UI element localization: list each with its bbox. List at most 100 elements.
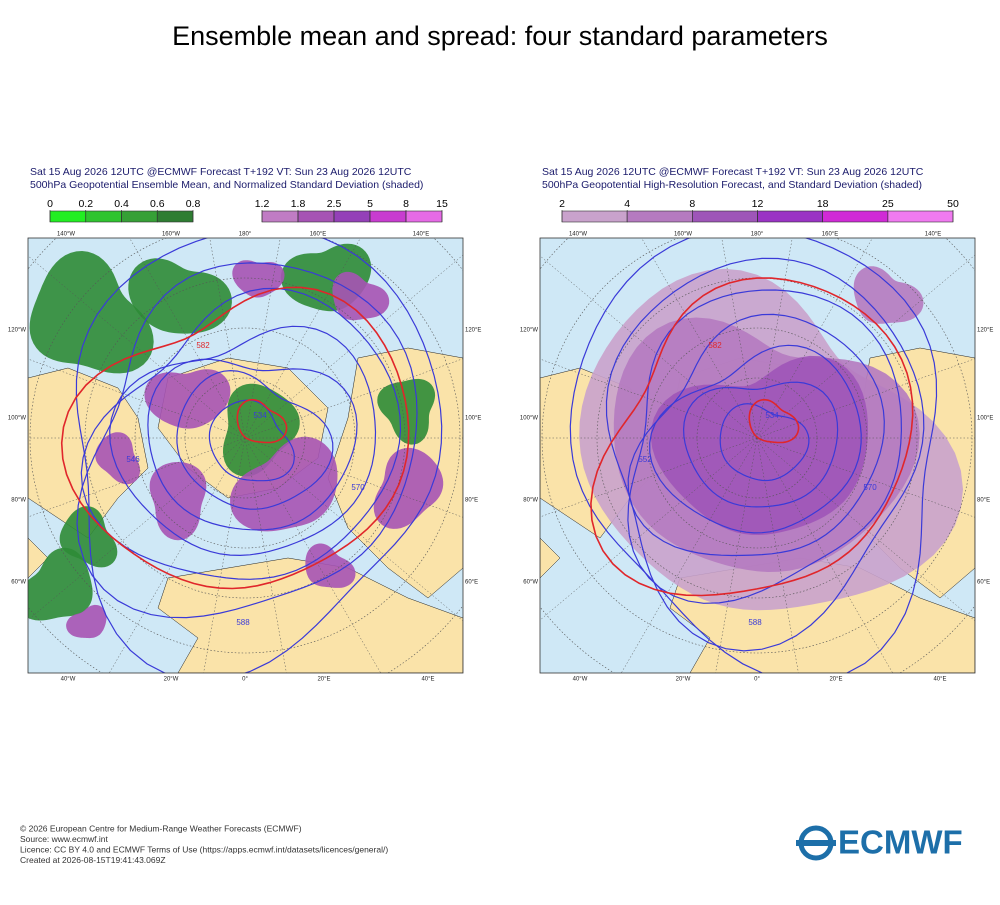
colorbar-segment	[261, 210, 299, 223]
border-label: 40°E	[421, 677, 434, 683]
footer-line: Created at 2026-08-15T19:41:43.069Z	[20, 855, 166, 865]
shading	[95, 432, 141, 485]
contour-red	[590, 277, 914, 597]
contour-label: 588	[236, 618, 250, 627]
footer-line: Licence: CC BY 4.0 and ECMWF Terms of Us…	[20, 844, 388, 854]
panel-header: Sat 15 Aug 2026 12UTC @ECMWF Forecast T+…	[30, 166, 412, 178]
longitude-line	[540, 358, 758, 439]
shading	[373, 447, 444, 529]
colorbar-segment	[561, 210, 628, 223]
longitude-line	[109, 437, 246, 673]
colorbar-label: 25	[882, 198, 894, 210]
contour-label: 582	[196, 341, 210, 350]
shading	[144, 369, 231, 429]
colorbar-segment	[297, 210, 335, 223]
contour	[719, 403, 810, 482]
shading	[230, 436, 338, 532]
shading	[29, 251, 154, 374]
contour	[627, 313, 885, 557]
colorbar-label: 4	[624, 198, 630, 210]
colorbar-segment	[405, 210, 443, 223]
panel-header: Sat 15 Aug 2026 12UTC @ECMWF Forecast T+…	[542, 166, 924, 178]
border-label: 160°E	[310, 232, 326, 238]
longitude-line	[756, 437, 799, 673]
colorbar-label: 2.5	[327, 198, 342, 210]
longitude-line	[756, 437, 893, 673]
border-label: 60°W	[11, 580, 26, 586]
shading	[28, 547, 93, 621]
page-title: Ensemble mean and spread: four standard …	[172, 21, 828, 51]
border-label: 100°E	[977, 416, 993, 422]
map-frame	[539, 237, 976, 674]
contour	[569, 238, 938, 673]
longitude-line	[621, 437, 758, 673]
contour-label: 552	[638, 455, 652, 464]
longitude-line	[244, 254, 463, 439]
panel-header: 500hPa Geopotential Ensemble Mean, and N…	[30, 179, 423, 191]
land	[28, 537, 49, 579]
shading	[650, 355, 868, 535]
contour-label: 582	[708, 341, 722, 350]
longitude-line	[756, 254, 975, 439]
colorbar-segment	[156, 210, 194, 223]
colorbar-label: 0.8	[186, 198, 201, 210]
colorbar-label: 0.6	[150, 198, 165, 210]
longitude-line	[28, 255, 246, 439]
longitude-line	[244, 358, 463, 439]
colorbar-label: 8	[403, 198, 409, 210]
longitude-line	[540, 255, 758, 439]
longitude-line	[756, 437, 975, 518]
border-label: 120°W	[520, 328, 538, 334]
border-label: 140°W	[57, 232, 75, 238]
border-label: 140°E	[925, 232, 941, 238]
border-label: 60°W	[523, 580, 538, 586]
longitude-line	[540, 437, 758, 621]
border-label: 0°	[242, 677, 248, 683]
contour-label: 570	[351, 483, 365, 492]
contour	[649, 344, 862, 534]
colorbar-segment	[369, 210, 407, 223]
colorbar-segment	[887, 210, 954, 223]
border-label: 100°E	[465, 416, 481, 422]
border-label: 20°W	[164, 677, 179, 683]
border-label: 120°W	[8, 328, 26, 334]
land	[157, 557, 463, 673]
border-label: 120°E	[977, 328, 993, 334]
longitude-line	[209, 238, 246, 439]
contour	[682, 381, 839, 508]
border-label: 180°	[751, 232, 764, 238]
contour	[176, 369, 334, 510]
footer-line: © 2026 European Centre for Medium-Range …	[20, 823, 302, 833]
panel-header: 500hPa Geopotential High-Resolution Fore…	[542, 179, 922, 191]
longitude-line	[244, 437, 381, 673]
contour-red	[60, 286, 410, 590]
border-label: 160°E	[822, 232, 838, 238]
map: 582 534 546 570 588	[28, 238, 463, 673]
shading	[377, 378, 436, 445]
contour-red	[748, 398, 800, 444]
border-label: 20°E	[317, 677, 330, 683]
contour	[147, 358, 358, 531]
colorbar-segment	[85, 210, 122, 223]
shading	[59, 506, 118, 568]
colorbar-segment	[49, 210, 87, 223]
shading	[332, 271, 390, 321]
colorbar-label: 12	[752, 198, 764, 210]
border-label: 80°W	[523, 498, 538, 504]
longitude-line	[721, 238, 758, 439]
longitude-line	[28, 437, 246, 518]
colorbar-segment	[333, 210, 371, 223]
contour	[80, 287, 402, 580]
contour-label: 570	[863, 483, 877, 492]
longitude-line	[244, 238, 281, 439]
colorbar-label: 15	[436, 198, 448, 210]
map-frame	[27, 237, 464, 674]
colorbar-label: 0	[47, 198, 53, 210]
longitude-line	[129, 238, 246, 439]
border-label: 0°	[754, 677, 760, 683]
shading	[66, 604, 107, 639]
longitude-line	[715, 437, 758, 673]
colorbar-segment	[121, 210, 158, 223]
